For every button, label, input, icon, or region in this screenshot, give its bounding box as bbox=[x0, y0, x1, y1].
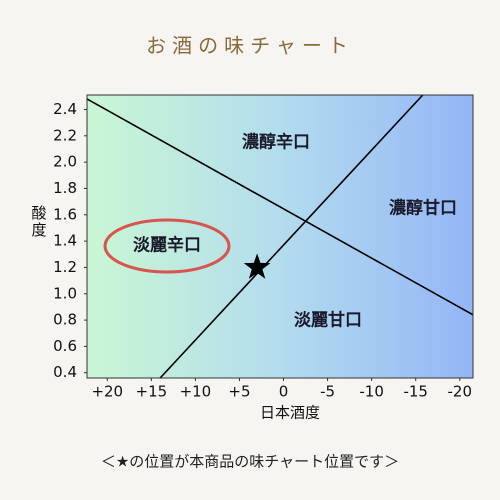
x-tick-label: +20 bbox=[91, 383, 123, 401]
chart-title: お酒の味チャート bbox=[146, 34, 354, 58]
x-tick-label: -15 bbox=[403, 383, 428, 401]
x-tick-label: 0 bbox=[279, 383, 289, 401]
highlight-ellipse bbox=[103, 218, 231, 274]
region-label: 濃醇甘口 bbox=[389, 198, 457, 219]
region-label: 淡麗辛口 bbox=[133, 235, 201, 256]
x-axis-label: 日本酒度 bbox=[260, 404, 320, 422]
x-tick-label: +5 bbox=[228, 383, 250, 401]
x-tick-label: +10 bbox=[180, 383, 212, 401]
region-label: 濃醇辛口 bbox=[242, 132, 310, 153]
x-tick-label: -20 bbox=[448, 383, 473, 401]
product-star bbox=[243, 253, 271, 279]
plot-area bbox=[87, 95, 473, 378]
region-label: 淡麗甘口 bbox=[294, 310, 362, 331]
y-tick-label: 0.8 bbox=[53, 311, 77, 329]
x-tick-label: -5 bbox=[320, 383, 335, 401]
y-tick-label: 1.2 bbox=[53, 258, 77, 276]
y-tick-label: 0.6 bbox=[53, 337, 77, 355]
boundary-line bbox=[87, 98, 473, 316]
y-tick-label: 1.6 bbox=[53, 205, 77, 223]
plot-border bbox=[86, 94, 474, 379]
y-tick-label: 1.0 bbox=[53, 284, 77, 302]
x-tick-label: -10 bbox=[359, 383, 384, 401]
y-tick-label: 2.4 bbox=[53, 100, 77, 118]
y-tick-label: 1.8 bbox=[53, 179, 77, 197]
x-tick-label: +15 bbox=[136, 383, 168, 401]
boundary-line bbox=[159, 95, 424, 378]
y-tick-label: 1.4 bbox=[53, 232, 77, 250]
y-tick-label: 2.2 bbox=[53, 126, 77, 144]
y-tick-label: 2.0 bbox=[53, 153, 77, 171]
y-axis-label: 酸度 bbox=[30, 205, 48, 239]
plot-content bbox=[87, 95, 473, 378]
y-tick-label: 0.4 bbox=[53, 363, 77, 381]
footnote: ＜★の位置が本商品の味チャート位置です＞ bbox=[101, 453, 399, 471]
